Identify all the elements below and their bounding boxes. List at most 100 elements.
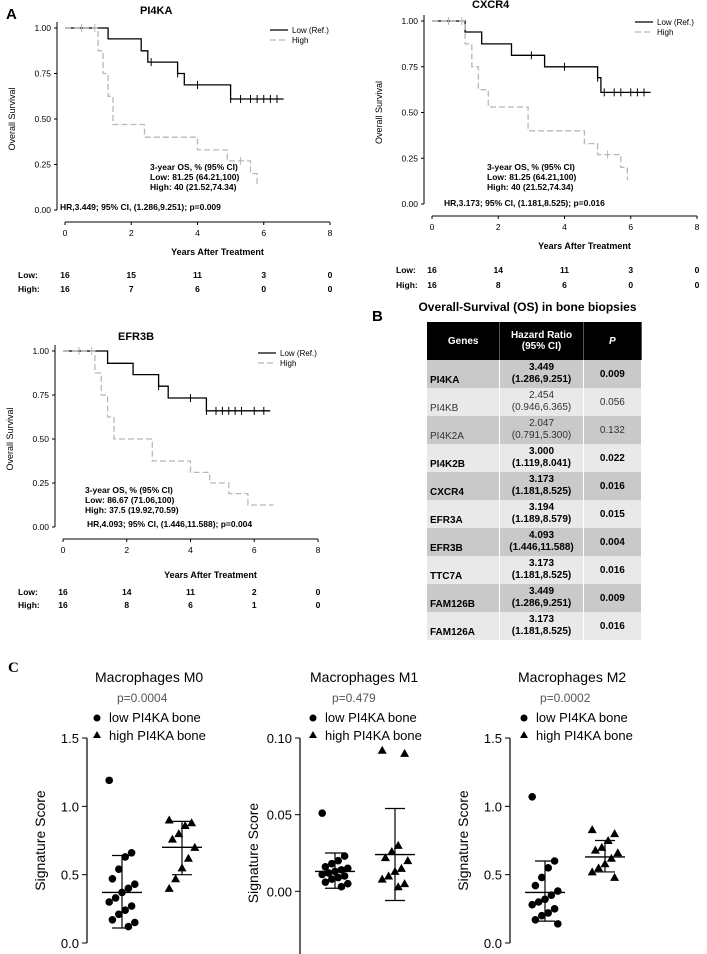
km-y-tick-label: 1.00 [32,346,49,356]
km-risk-label-low: Low: [18,587,38,597]
table-row: PI4K2A 2.047 (0.791,5.300) 0.132 [427,416,643,444]
dot-point-low [550,905,559,913]
dot-point-low [328,859,336,868]
km-plot-pi4ka: PI4KA 0.00 0.25 0.50 0.75 1.00 0 2 4 6 8 Overall Su… [7,5,333,294]
km-x-tick-label: 2 [496,222,501,232]
km-risk-count: 16 [427,280,437,290]
hazard-ratio-value: 2.454 [529,390,555,401]
col-header-p: P [583,322,643,360]
km-x-tick-label: 4 [562,222,567,232]
dot-point-low [538,911,546,920]
dot-plot-macrophages-m2: Macrophages M2 p=0.0002 low PI4KA bone high… [455,669,633,951]
hazard-ratio-ci: (1.119,8.041) [512,458,571,469]
table-cell-p-value: 0.132 [583,416,643,444]
dot-point-low [105,776,113,785]
table-row: FAM126B 3.449 (1.286,9.251) 0.009 [427,584,643,612]
dot-point-low [108,915,117,924]
dot-point-low [108,874,117,883]
table-cell-p-value: 0.016 [583,556,643,584]
km-y-axis-label: Overall Survival [5,407,15,470]
table-cell-hazard-ratio: 3.194 (1.189,8.579) [499,500,584,528]
dot-y-axis-label: Signature Score [32,790,48,891]
km-series-high [63,350,274,506]
km-y-tick-label: 0.25 [32,478,49,488]
km-series-low [65,27,284,100]
col-header-hazard-ratio: Hazard Ratio (95% CI) [499,322,584,360]
panel-label-c: C [8,660,19,676]
dot-point-high [400,748,410,757]
dot-point-high [387,846,397,855]
km-risk-count: 7 [129,284,134,294]
dot-point-high [393,840,403,849]
table-cell-gene: CXCR4 [427,472,501,500]
dot-point-low [115,865,123,873]
dot-plot-p-value: p=0.0002 [540,691,591,705]
km-y-tick-label: 0.75 [401,62,418,72]
table-cell-p-value: 0.004 [583,528,643,556]
km-legend-label-high: High [292,36,308,45]
dot-plot-macrophages-m1: Macrophages M1 p=0.479 low PI4KA bone high … [245,669,422,954]
km-risk-count: 6 [562,280,567,290]
km-plot-cxcr4: CXCR4 0.00 0.25 0.50 0.75 1.00 0 2 4 6 8 Overall Su… [374,0,700,290]
dot-point-low [554,920,562,928]
table-cell-hazard-ratio: 2.047 (0.791,5.300) [499,416,584,444]
km-risk-count: 0 [695,280,700,290]
km-y-tick-label: 1.00 [34,23,51,33]
km-title: CXCR4 [472,0,510,11]
dot-point-high [167,834,177,843]
dot-point-high [377,745,387,754]
hazard-ratio-value: 3.000 [529,446,555,457]
km-risk-count: 16 [60,284,70,294]
dot-point-low [534,898,543,906]
km-series-high [432,20,629,181]
dot-point-low [528,792,536,801]
km-stats-line: High: 40 (21.52,74.34) [150,182,237,192]
hazard-ratio-value: 3.173 [529,614,555,625]
dot-point-low [544,909,552,917]
km-x-tick-label: 8 [328,228,333,238]
dot-legend-label-high: high PI4KA bone [109,728,206,743]
dot-point-low [528,900,536,909]
km-x-axis-label: Years After Treatment [164,570,257,580]
dot-point-high [606,853,616,862]
km-risk-count: 11 [186,587,195,597]
km-risk-count: 0 [316,600,321,610]
km-stats-line: 3-year OS, % (95% CI) [150,162,238,172]
dot-point-low [344,864,352,873]
km-risk-label-high: High: [18,284,40,294]
km-legend-label-low: Low (Ref.) [657,18,694,27]
hazard-ratio-ci: (1.286,9.251) [511,374,572,385]
km-legend-label-low: Low (Ref.) [292,26,329,35]
dot-point-low [340,872,349,880]
km-risk-count: 14 [494,265,504,275]
km-risk-count: 0 [628,280,633,290]
dot-point-high [396,863,406,872]
km-y-tick-label: 0.75 [34,69,51,79]
km-y-tick-label: 0.25 [401,153,418,163]
col-header-genes: Genes [427,322,501,360]
dot-legend-marker-high [93,731,101,738]
km-stats-line: 3-year OS, % (95% CI) [85,485,173,495]
km-plot-efr3b: EFR3B 0.00 0.25 0.50 0.75 1.00 0 2 4 6 8 Overall Su… [5,331,321,610]
hazard-ratio-ci: (1.181,8.525) [511,626,572,637]
dot-point-low [340,852,349,860]
km-risk-count: 6 [195,284,200,294]
km-x-tick-label: 4 [195,228,200,238]
km-risk-count: 2 [252,587,257,597]
dot-point-low [105,898,113,906]
km-x-axis-label: Years After Treatment [171,247,264,257]
dot-plot-title: Macrophages M2 [518,669,626,685]
hazard-ratio-ci: (1.446,11.588) [509,542,574,553]
table-cell-gene: PI4KB [427,388,501,416]
hazard-ratio-value: 3.173 [529,474,555,485]
table-cell-gene: PI4K2A [427,416,501,444]
hazard-ratio-value: 2.047 [529,418,555,429]
dot-y-tick-label: 0.00 [267,884,292,899]
dot-plot-macrophages-m0: Macrophages M0 p=0.0004 low PI4KA bone high… [32,669,206,951]
hazard-ratio-ci: (0.791,5.300) [511,430,572,441]
dot-y-tick-label: 1.0 [484,799,502,814]
table-row: PI4KA 3.449 (1.286,9.251) 0.009 [427,360,643,388]
km-stats-line: High: 40 (21.52,74.34) [487,182,574,192]
dot-point-high [393,882,403,891]
km-x-tick-label: 0 [63,228,68,238]
